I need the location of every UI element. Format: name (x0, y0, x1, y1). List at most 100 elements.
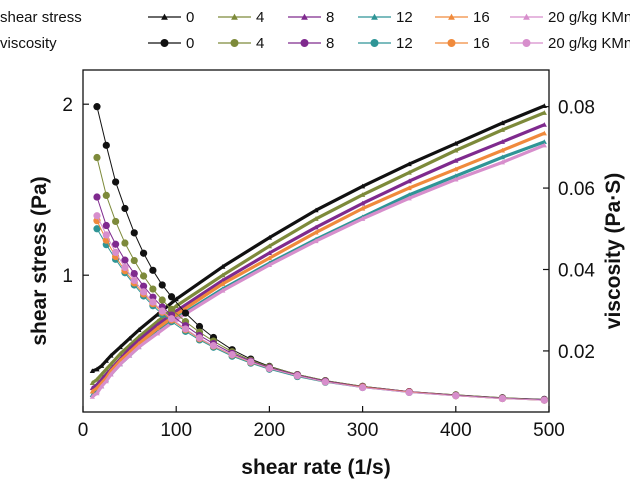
shear-stress-point (103, 366, 109, 372)
legend-series-label: 0 (186, 35, 194, 52)
legend-swatch-marker (370, 39, 379, 47)
shear-stress-point (266, 243, 272, 249)
legend-swatch-marker (301, 13, 308, 20)
shear-stress-point (94, 376, 100, 382)
legend-series-label: 4 (256, 35, 264, 52)
shear-stress-point (136, 344, 142, 350)
legend-swatch-marker (523, 13, 530, 20)
shear-stress-point (99, 363, 105, 368)
shear-stress-point (453, 140, 459, 146)
shear-stress-point (313, 224, 319, 230)
legend-series-label: 16 (473, 9, 490, 26)
shear-stress-point (406, 195, 412, 201)
shear-stress-point (453, 147, 459, 153)
shear-stress-point (499, 147, 505, 153)
shear-stress-point (499, 127, 505, 132)
viscosity-point (102, 141, 110, 149)
viscosity-point (149, 285, 157, 293)
shear-stress-point (108, 371, 114, 377)
shear-stress-point (154, 330, 161, 336)
shear-stress-point (127, 352, 133, 358)
shear-stress-point (453, 166, 459, 172)
legend-swatch-marker (161, 13, 168, 20)
viscosity-point (139, 282, 148, 290)
y-right-axis-title: viscosity (Pa·S) (602, 173, 625, 329)
viscosity-point (405, 388, 413, 397)
legend-swatch-marker (522, 39, 531, 47)
viscosity-point (167, 293, 176, 301)
shear-stress-point (406, 161, 412, 167)
shear-stress-point (117, 361, 123, 367)
shear-stress-point (103, 358, 109, 363)
viscosity-point (102, 221, 110, 230)
viscosity-point (181, 309, 190, 317)
viscosity-point (121, 263, 129, 272)
viscosity-point (247, 358, 255, 366)
shear-stress-point (220, 281, 226, 286)
y-left-tick-label: 2 (62, 95, 73, 116)
viscosity-point (181, 325, 190, 333)
viscosity-point (195, 322, 204, 331)
legend-series-label: 0 (186, 9, 194, 26)
shear-stress-point (453, 176, 459, 182)
shear-stress-point (89, 368, 95, 374)
viscosity-point (112, 240, 120, 248)
shear-stress-point (266, 255, 272, 261)
shear-stress-point (117, 344, 123, 350)
shear-stress-point (360, 192, 366, 197)
viscosity-point (130, 276, 138, 285)
shear-stress-point (89, 388, 95, 394)
shear-stress-point (499, 154, 505, 160)
shear-stress-point (406, 178, 412, 184)
viscosity-point (139, 249, 148, 257)
viscosity-point (121, 239, 129, 247)
y-right-tick-label: 0.04 (558, 261, 595, 282)
viscosity-point (158, 307, 166, 315)
shear-stress-point (127, 335, 133, 341)
shear-stress-point (103, 378, 109, 384)
viscosity-point (102, 191, 110, 199)
y-left-tick-label: 1 (62, 266, 73, 287)
legend-series-label: 12 (396, 35, 413, 52)
shear-stress-point (453, 173, 459, 179)
viscosity-point (293, 372, 301, 380)
viscosity-point (121, 256, 129, 264)
shear-stress-point (99, 383, 105, 389)
legend-series-label: 12 (396, 9, 413, 26)
y-right-tick-label: 0.08 (558, 98, 595, 119)
shear-stress-point (89, 380, 95, 386)
shear-stress-point (220, 264, 226, 269)
viscosity-point (195, 334, 204, 342)
viscosity-point (265, 364, 273, 373)
shear-stress-point (360, 200, 366, 206)
legend-series-label: 16 (473, 35, 490, 52)
y-right-tick-label: 0.02 (558, 342, 595, 363)
viscosity-point (93, 212, 101, 220)
shear-stress-point (313, 216, 319, 221)
shear-stress-point (541, 110, 547, 115)
shear-stress-point (406, 170, 412, 175)
legend-series-label: 8 (326, 9, 334, 26)
viscosity-point (158, 281, 166, 289)
x-tick-label: 0 (78, 420, 89, 441)
x-axis-title: shear rate (1/s) (241, 456, 390, 479)
shear-stress-point (108, 352, 114, 358)
viscosity-point (139, 272, 148, 280)
plot-frame (82, 69, 550, 413)
x-tick-label: 100 (160, 420, 192, 441)
viscosity-point (130, 256, 138, 265)
viscosity-point (112, 178, 120, 186)
viscosity-point (167, 315, 176, 323)
shear-stress-point (541, 122, 547, 127)
legend-swatch-marker (231, 13, 238, 20)
shear-stress-point (360, 205, 366, 211)
x-tick-label: 400 (440, 420, 472, 441)
shear-stress-point (220, 287, 226, 293)
viscosity-point (228, 350, 236, 359)
y-right-tick-label: 0.06 (558, 179, 595, 200)
shear-stress-point (173, 303, 179, 309)
viscosity-point (121, 204, 129, 213)
viscosity-point (359, 383, 367, 392)
